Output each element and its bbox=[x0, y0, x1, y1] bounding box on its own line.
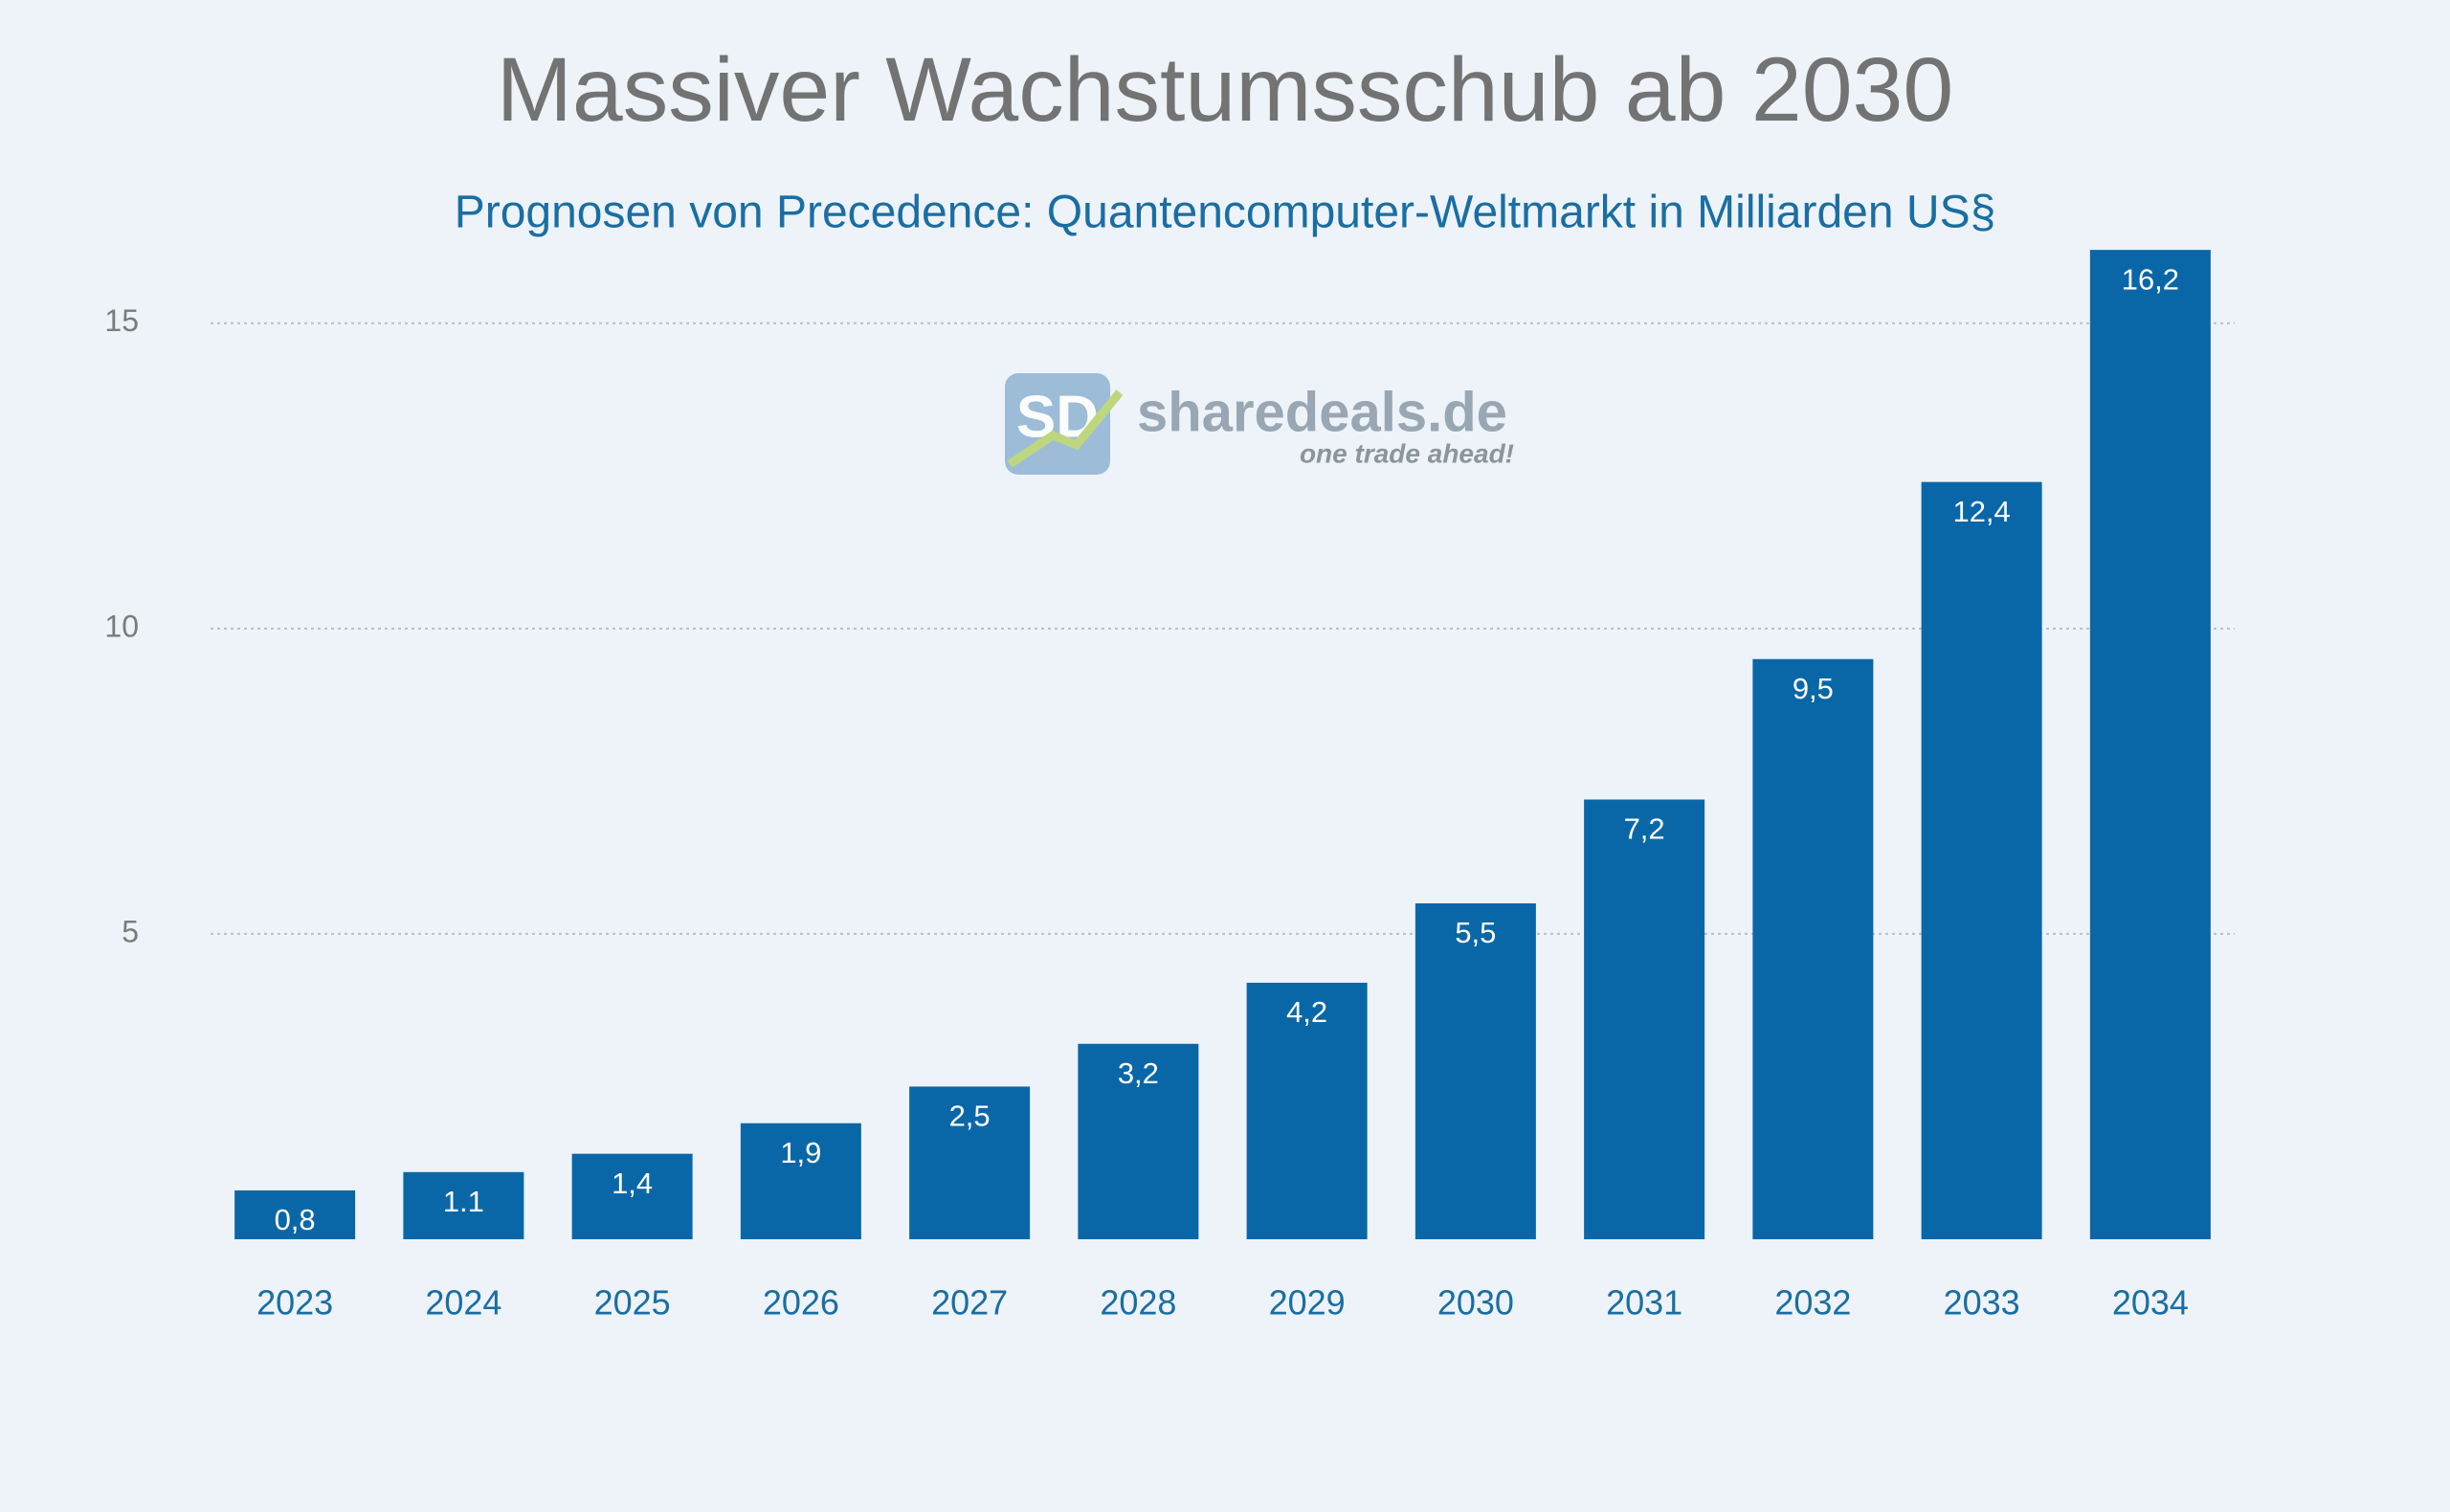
value-label: 1.1 bbox=[443, 1185, 484, 1218]
value-label: 9,5 bbox=[1793, 672, 1834, 705]
x-tick-label: 2028 bbox=[1100, 1283, 1176, 1323]
value-label: 4,2 bbox=[1286, 995, 1327, 1029]
y-tick-label: 10 bbox=[104, 609, 139, 643]
value-label: 1,9 bbox=[780, 1136, 821, 1169]
logo-tagline: one trade ahead! bbox=[1300, 438, 1514, 468]
x-tick-label: 2031 bbox=[1606, 1283, 1682, 1323]
bar bbox=[1414, 903, 1536, 1239]
value-label: 7,2 bbox=[1624, 812, 1665, 846]
bar bbox=[2089, 250, 2211, 1239]
x-tick-label: 2027 bbox=[931, 1283, 1008, 1323]
y-tick-label: 15 bbox=[104, 303, 139, 338]
bar bbox=[1584, 799, 1705, 1239]
bar bbox=[1246, 982, 1368, 1239]
bar bbox=[740, 1123, 861, 1239]
chart-subtitle: Prognosen von Precedence: Quantencompute… bbox=[455, 188, 1996, 238]
value-label: 3,2 bbox=[1118, 1056, 1159, 1090]
x-tick-label: 2030 bbox=[1437, 1283, 1514, 1323]
bar bbox=[571, 1153, 693, 1239]
bar bbox=[1752, 658, 1874, 1239]
logo: SD sharedeals.de one trade ahead! bbox=[1005, 373, 1514, 475]
bar bbox=[909, 1086, 1031, 1239]
x-tick-label: 2029 bbox=[1269, 1283, 1346, 1323]
chart-title: Massiver Wachstumsschub ab 2030 bbox=[497, 39, 1953, 141]
x-tick-label: 2023 bbox=[256, 1283, 333, 1323]
x-tick-label: 2032 bbox=[1774, 1283, 1851, 1323]
bar bbox=[1921, 481, 2042, 1239]
x-tick-label: 2025 bbox=[594, 1283, 671, 1323]
value-label: 12,4 bbox=[1952, 495, 2010, 528]
logo-arrow bbox=[1007, 389, 1124, 468]
x-tick-label: 2024 bbox=[425, 1283, 501, 1323]
bar bbox=[234, 1190, 356, 1239]
value-label: 1,4 bbox=[612, 1167, 653, 1200]
value-label: 16,2 bbox=[2122, 262, 2179, 296]
bar bbox=[403, 1171, 524, 1239]
y-tick-label: 5 bbox=[122, 914, 139, 948]
x-tick-label: 2026 bbox=[763, 1283, 839, 1323]
bar bbox=[1078, 1043, 1199, 1239]
x-tick-label: 2034 bbox=[2112, 1283, 2189, 1323]
x-tick-label: 2033 bbox=[1944, 1283, 2020, 1323]
logo-name: sharedeals.de bbox=[1137, 381, 1507, 443]
value-label: 2,5 bbox=[949, 1100, 991, 1133]
value-label: 5,5 bbox=[1455, 916, 1496, 949]
value-label: 0,8 bbox=[275, 1203, 316, 1236]
